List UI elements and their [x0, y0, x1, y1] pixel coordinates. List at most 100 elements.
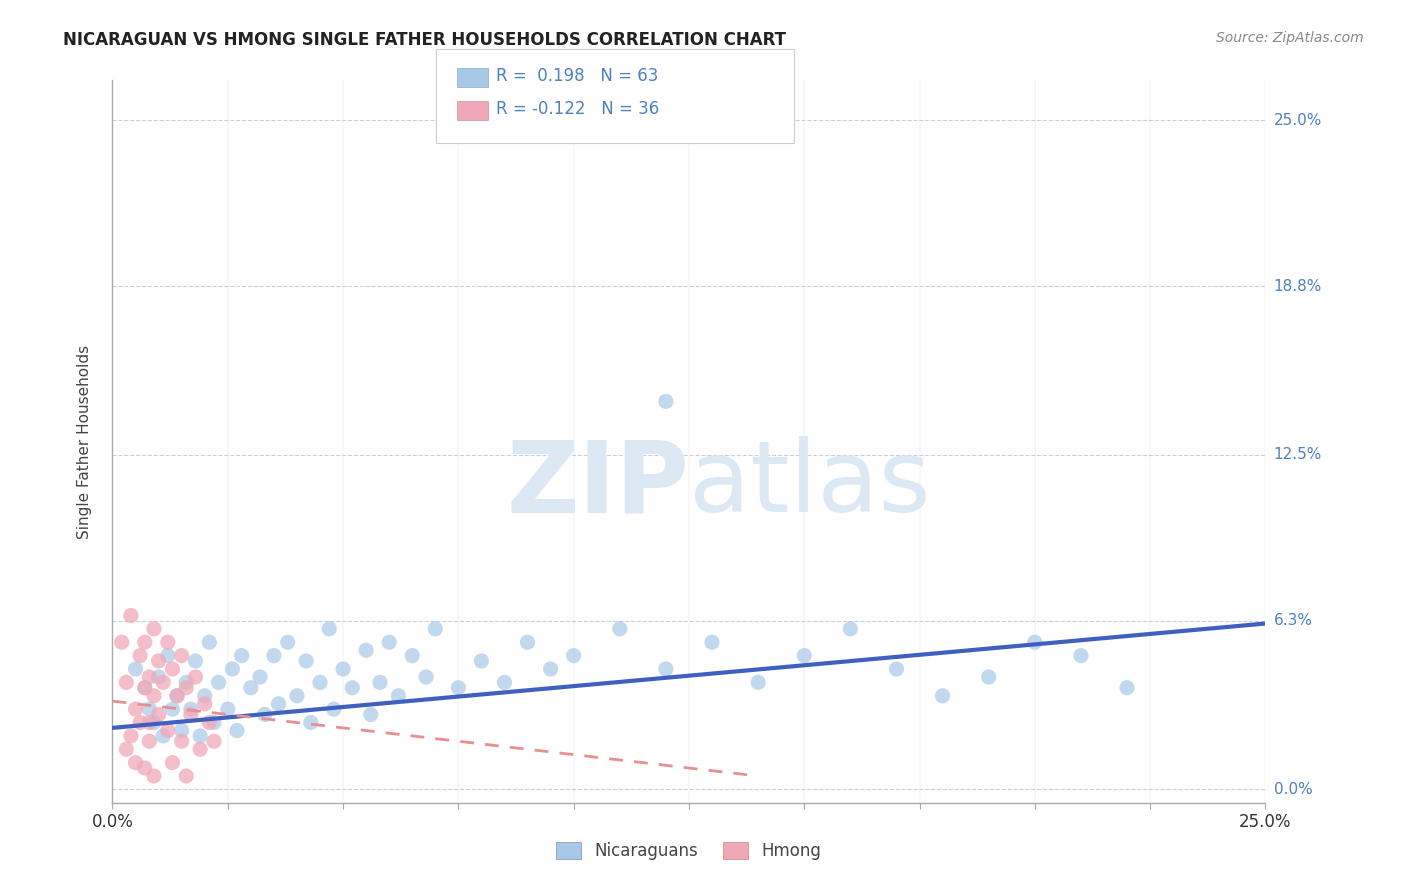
- Point: [152, 675, 174, 690]
- Point: [387, 689, 409, 703]
- Point: [494, 675, 516, 690]
- Point: [174, 769, 197, 783]
- Point: [166, 689, 188, 703]
- Point: [202, 734, 225, 748]
- Text: 6.3%: 6.3%: [1274, 614, 1313, 628]
- Text: 12.5%: 12.5%: [1274, 448, 1322, 462]
- Point: [170, 723, 193, 738]
- Point: [162, 702, 184, 716]
- Point: [342, 681, 364, 695]
- Point: [253, 707, 276, 722]
- Point: [180, 702, 202, 716]
- Point: [138, 715, 160, 730]
- Text: atlas: atlas: [689, 436, 931, 533]
- Point: [378, 635, 401, 649]
- Point: [143, 769, 166, 783]
- Point: [143, 715, 166, 730]
- Y-axis label: Single Father Households: Single Father Households: [77, 344, 91, 539]
- Point: [931, 689, 953, 703]
- Point: [562, 648, 585, 663]
- Point: [1070, 648, 1092, 663]
- Point: [360, 707, 382, 722]
- Point: [152, 729, 174, 743]
- Legend: Nicaraguans, Hmong: Nicaraguans, Hmong: [550, 835, 828, 867]
- Point: [124, 756, 146, 770]
- Point: [134, 635, 156, 649]
- Point: [115, 742, 138, 756]
- Point: [124, 702, 146, 716]
- Point: [188, 742, 211, 756]
- Point: [138, 702, 160, 716]
- Point: [180, 707, 202, 722]
- Point: [120, 608, 142, 623]
- Point: [202, 715, 225, 730]
- Point: [170, 648, 193, 663]
- Text: 18.8%: 18.8%: [1274, 279, 1322, 293]
- Point: [793, 648, 815, 663]
- Point: [124, 662, 146, 676]
- Point: [134, 761, 156, 775]
- Point: [198, 635, 221, 649]
- Point: [239, 681, 262, 695]
- Point: [194, 689, 217, 703]
- Point: [221, 662, 243, 676]
- Point: [184, 670, 207, 684]
- Text: NICARAGUAN VS HMONG SINGLE FATHER HOUSEHOLDS CORRELATION CHART: NICARAGUAN VS HMONG SINGLE FATHER HOUSEH…: [63, 31, 786, 49]
- Point: [148, 654, 170, 668]
- Point: [295, 654, 318, 668]
- Point: [470, 654, 492, 668]
- Point: [143, 689, 166, 703]
- Point: [886, 662, 908, 676]
- Point: [162, 662, 184, 676]
- Point: [368, 675, 391, 690]
- Point: [120, 729, 142, 743]
- Text: R =  0.198   N = 63: R = 0.198 N = 63: [496, 67, 658, 85]
- Point: [263, 648, 285, 663]
- Point: [354, 643, 377, 657]
- Point: [184, 654, 207, 668]
- Point: [217, 702, 239, 716]
- Point: [1116, 681, 1139, 695]
- Point: [231, 648, 253, 663]
- Point: [156, 635, 179, 649]
- Point: [198, 715, 221, 730]
- Point: [134, 681, 156, 695]
- Text: Source: ZipAtlas.com: Source: ZipAtlas.com: [1216, 31, 1364, 45]
- Point: [170, 734, 193, 748]
- Text: 25.0%: 25.0%: [1274, 113, 1322, 128]
- Point: [129, 715, 152, 730]
- Text: ZIP: ZIP: [506, 436, 689, 533]
- Point: [318, 622, 340, 636]
- Point: [609, 622, 631, 636]
- Point: [700, 635, 723, 649]
- Point: [1024, 635, 1046, 649]
- Point: [516, 635, 538, 649]
- Point: [188, 729, 211, 743]
- Point: [655, 662, 678, 676]
- Point: [174, 675, 197, 690]
- Point: [166, 689, 188, 703]
- Point: [267, 697, 290, 711]
- Point: [285, 689, 308, 703]
- Point: [401, 648, 423, 663]
- Point: [143, 622, 166, 636]
- Point: [138, 734, 160, 748]
- Point: [174, 681, 197, 695]
- Point: [194, 697, 217, 711]
- Point: [249, 670, 271, 684]
- Point: [115, 675, 138, 690]
- Point: [156, 723, 179, 738]
- Point: [226, 723, 249, 738]
- Point: [747, 675, 769, 690]
- Point: [138, 670, 160, 684]
- Point: [148, 707, 170, 722]
- Point: [540, 662, 562, 676]
- Text: R = -0.122   N = 36: R = -0.122 N = 36: [496, 100, 659, 118]
- Point: [129, 648, 152, 663]
- Point: [332, 662, 354, 676]
- Point: [309, 675, 332, 690]
- Point: [839, 622, 862, 636]
- Point: [134, 681, 156, 695]
- Point: [148, 670, 170, 684]
- Point: [162, 756, 184, 770]
